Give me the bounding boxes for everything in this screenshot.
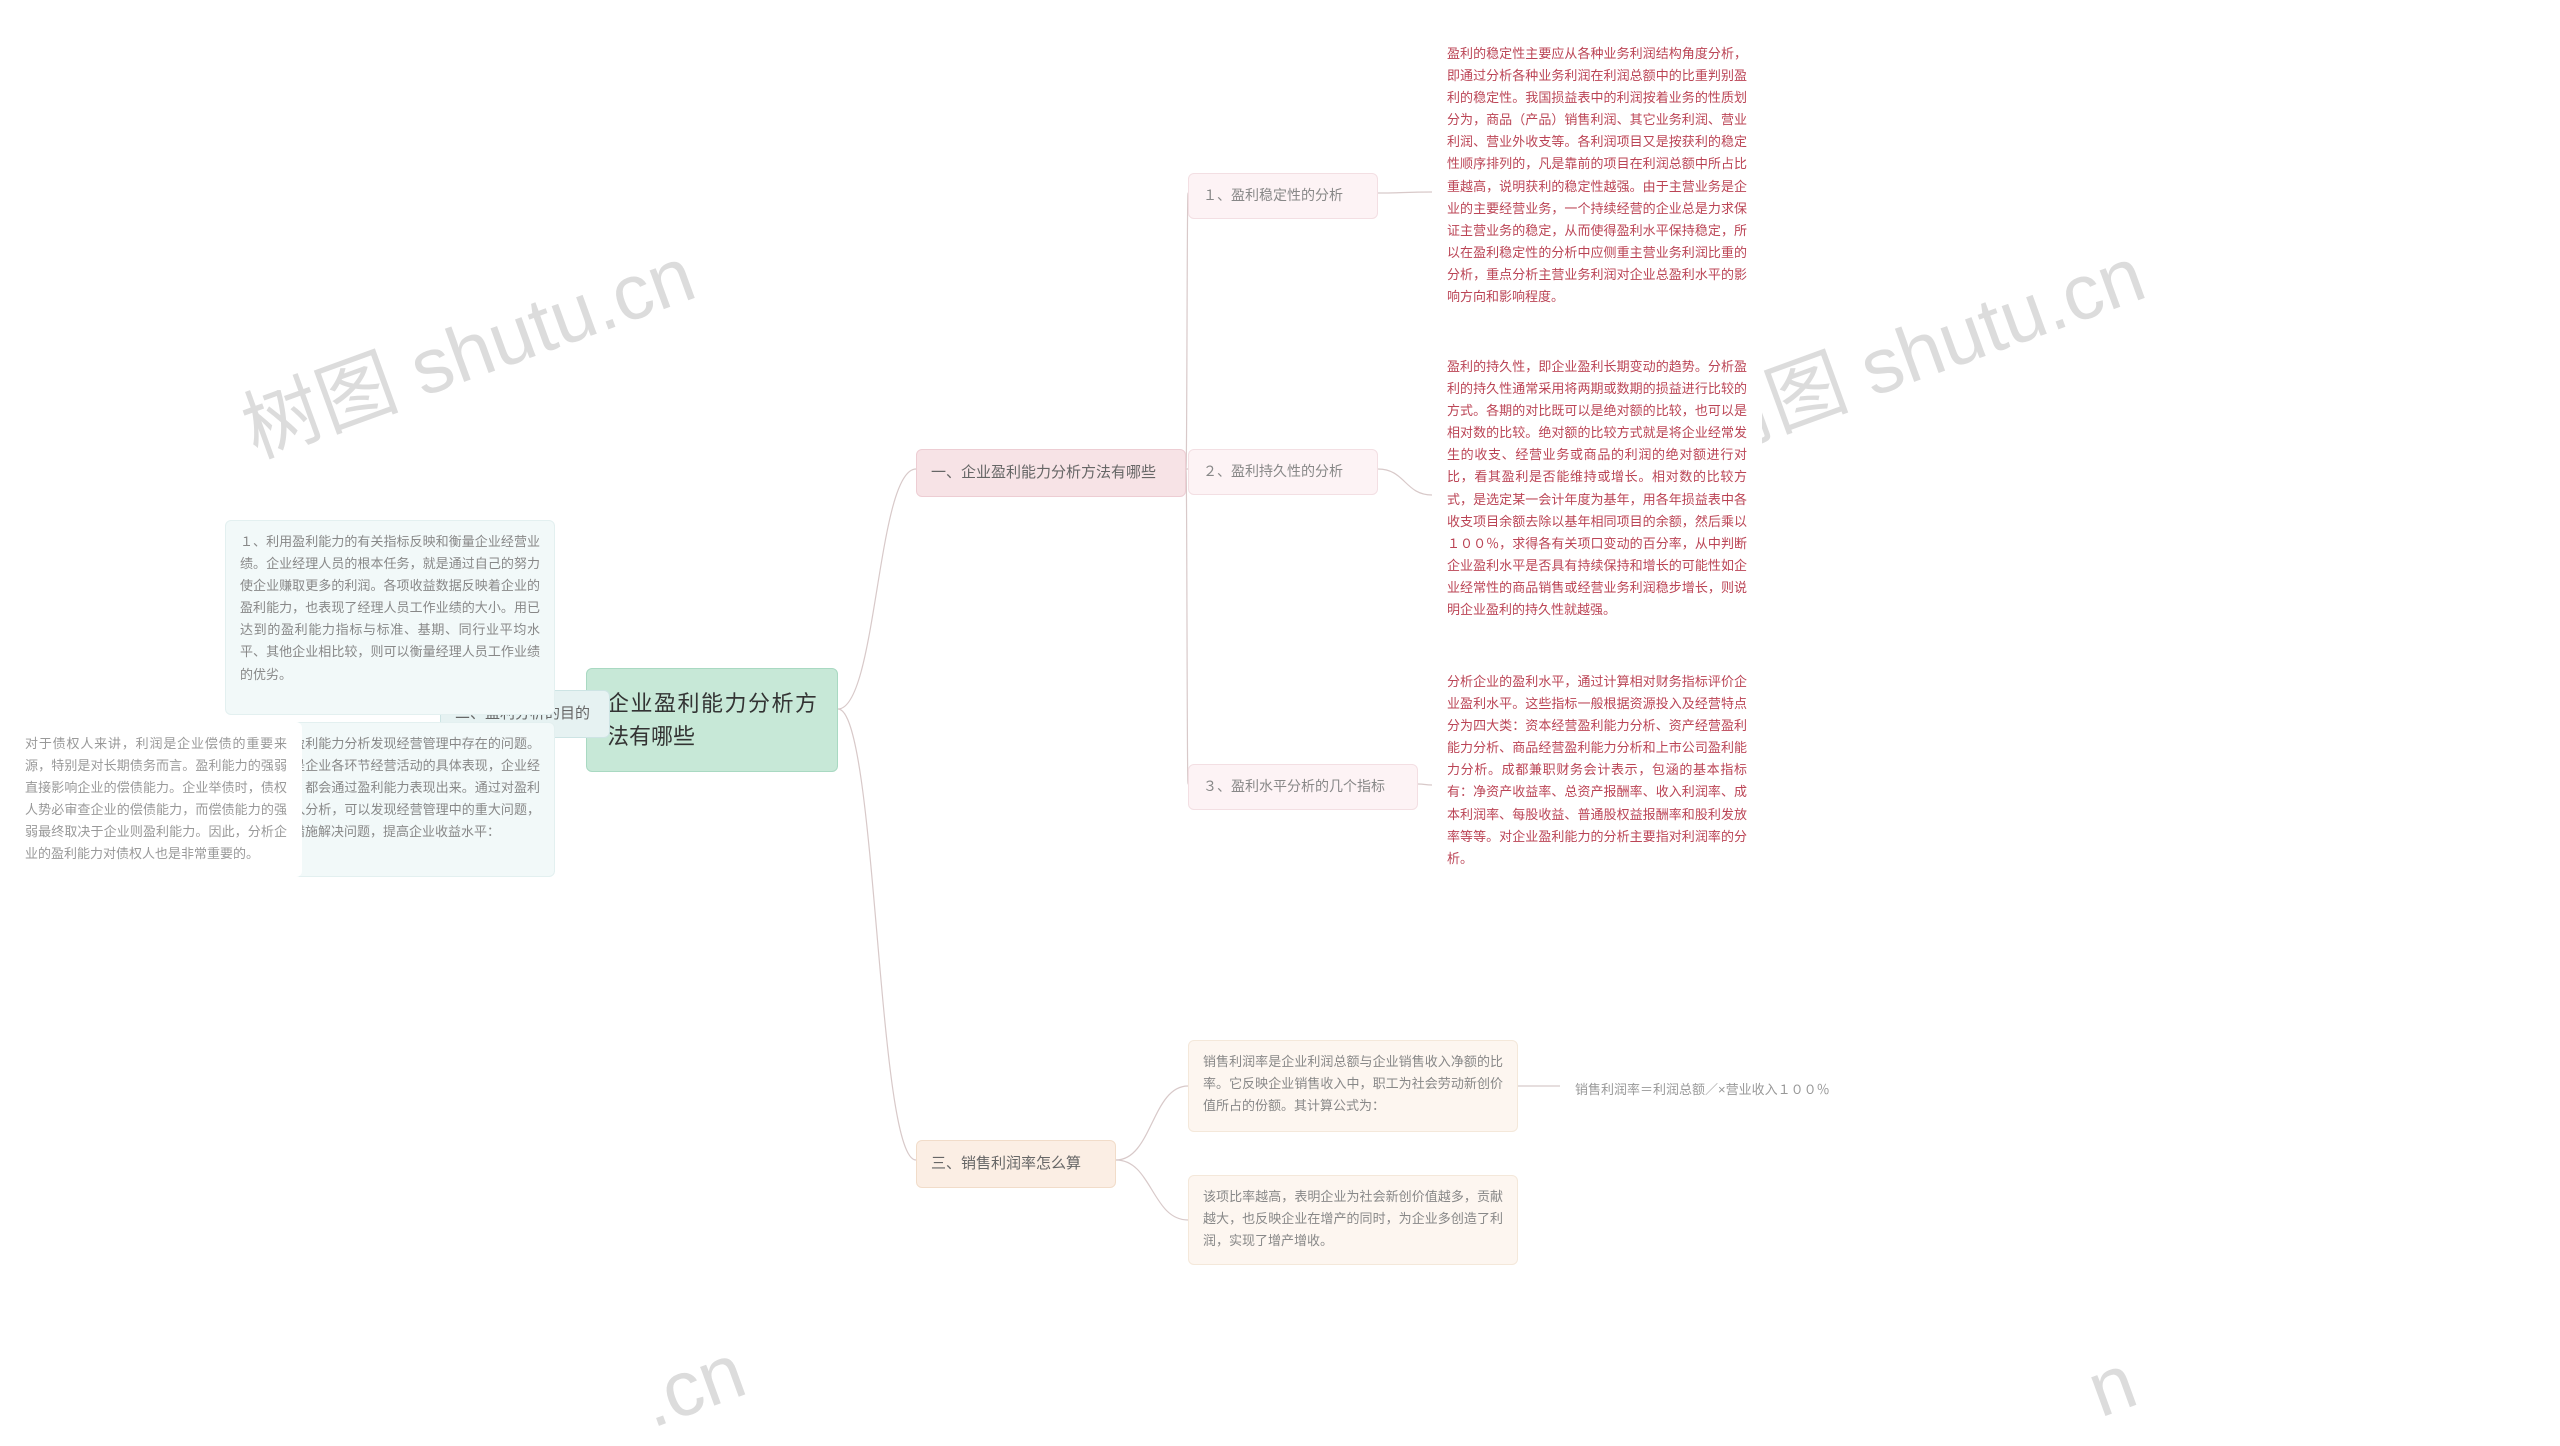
branch-1-sub-2[interactable]: ２、盈利持久性的分析 — [1188, 449, 1378, 495]
branch-1-sub-2-leaf: 盈利的持久性，即企业盈利长期变动的趋势。分析盈利的持久性通常采用将两期或数期的损… — [1432, 345, 1762, 645]
branch-2-sub-2-leaf: 对于债权人来讲，利润是企业偿债的重要来源，特别是对长期债务而言。盈利能力的强弱直… — [10, 722, 302, 877]
branch-1-sub-1[interactable]: １、盈利稳定性的分析 — [1188, 173, 1378, 219]
watermark: n — [2076, 1335, 2148, 1435]
branch-1-sub-3-leaf: 分析企业的盈利水平，通过计算相对财务指标评价企业盈利水平。这些指标一般根据资源投… — [1432, 660, 1762, 910]
branch-2-sub-1[interactable]: １、利用盈利能力的有关指标反映和衡量企业经营业绩。企业经理人员的根本任务，就是通… — [225, 520, 555, 715]
watermark: .cn — [628, 1325, 757, 1446]
branch-3-sub-1[interactable]: 销售利润率是企业利润总额与企业销售收入净额的比率。它反映企业销售收入中，职工为社… — [1188, 1040, 1518, 1132]
watermark: 树图 shutu.cn — [225, 213, 707, 480]
branch-3[interactable]: 三、销售利润率怎么算 — [916, 1140, 1116, 1188]
branch-1-sub-3[interactable]: ３、盈利水平分析的几个指标 — [1188, 764, 1418, 810]
branch-3-sub-1-leaf: 销售利润率＝利润总额／×营业收入１００％ — [1560, 1068, 1890, 1112]
center-topic[interactable]: 企业盈利能力分析方法有哪些 — [586, 668, 838, 772]
branch-1[interactable]: 一、企业盈利能力分析方法有哪些 — [916, 449, 1186, 497]
branch-3-sub-2[interactable]: 该项比率越高，表明企业为社会新创价值越多，贡献越大，也反映企业在增产的同时，为企… — [1188, 1175, 1518, 1265]
branch-1-sub-1-leaf: 盈利的稳定性主要应从各种业务利润结构角度分析，即通过分析各种业务利润在利润总额中… — [1432, 32, 1762, 352]
